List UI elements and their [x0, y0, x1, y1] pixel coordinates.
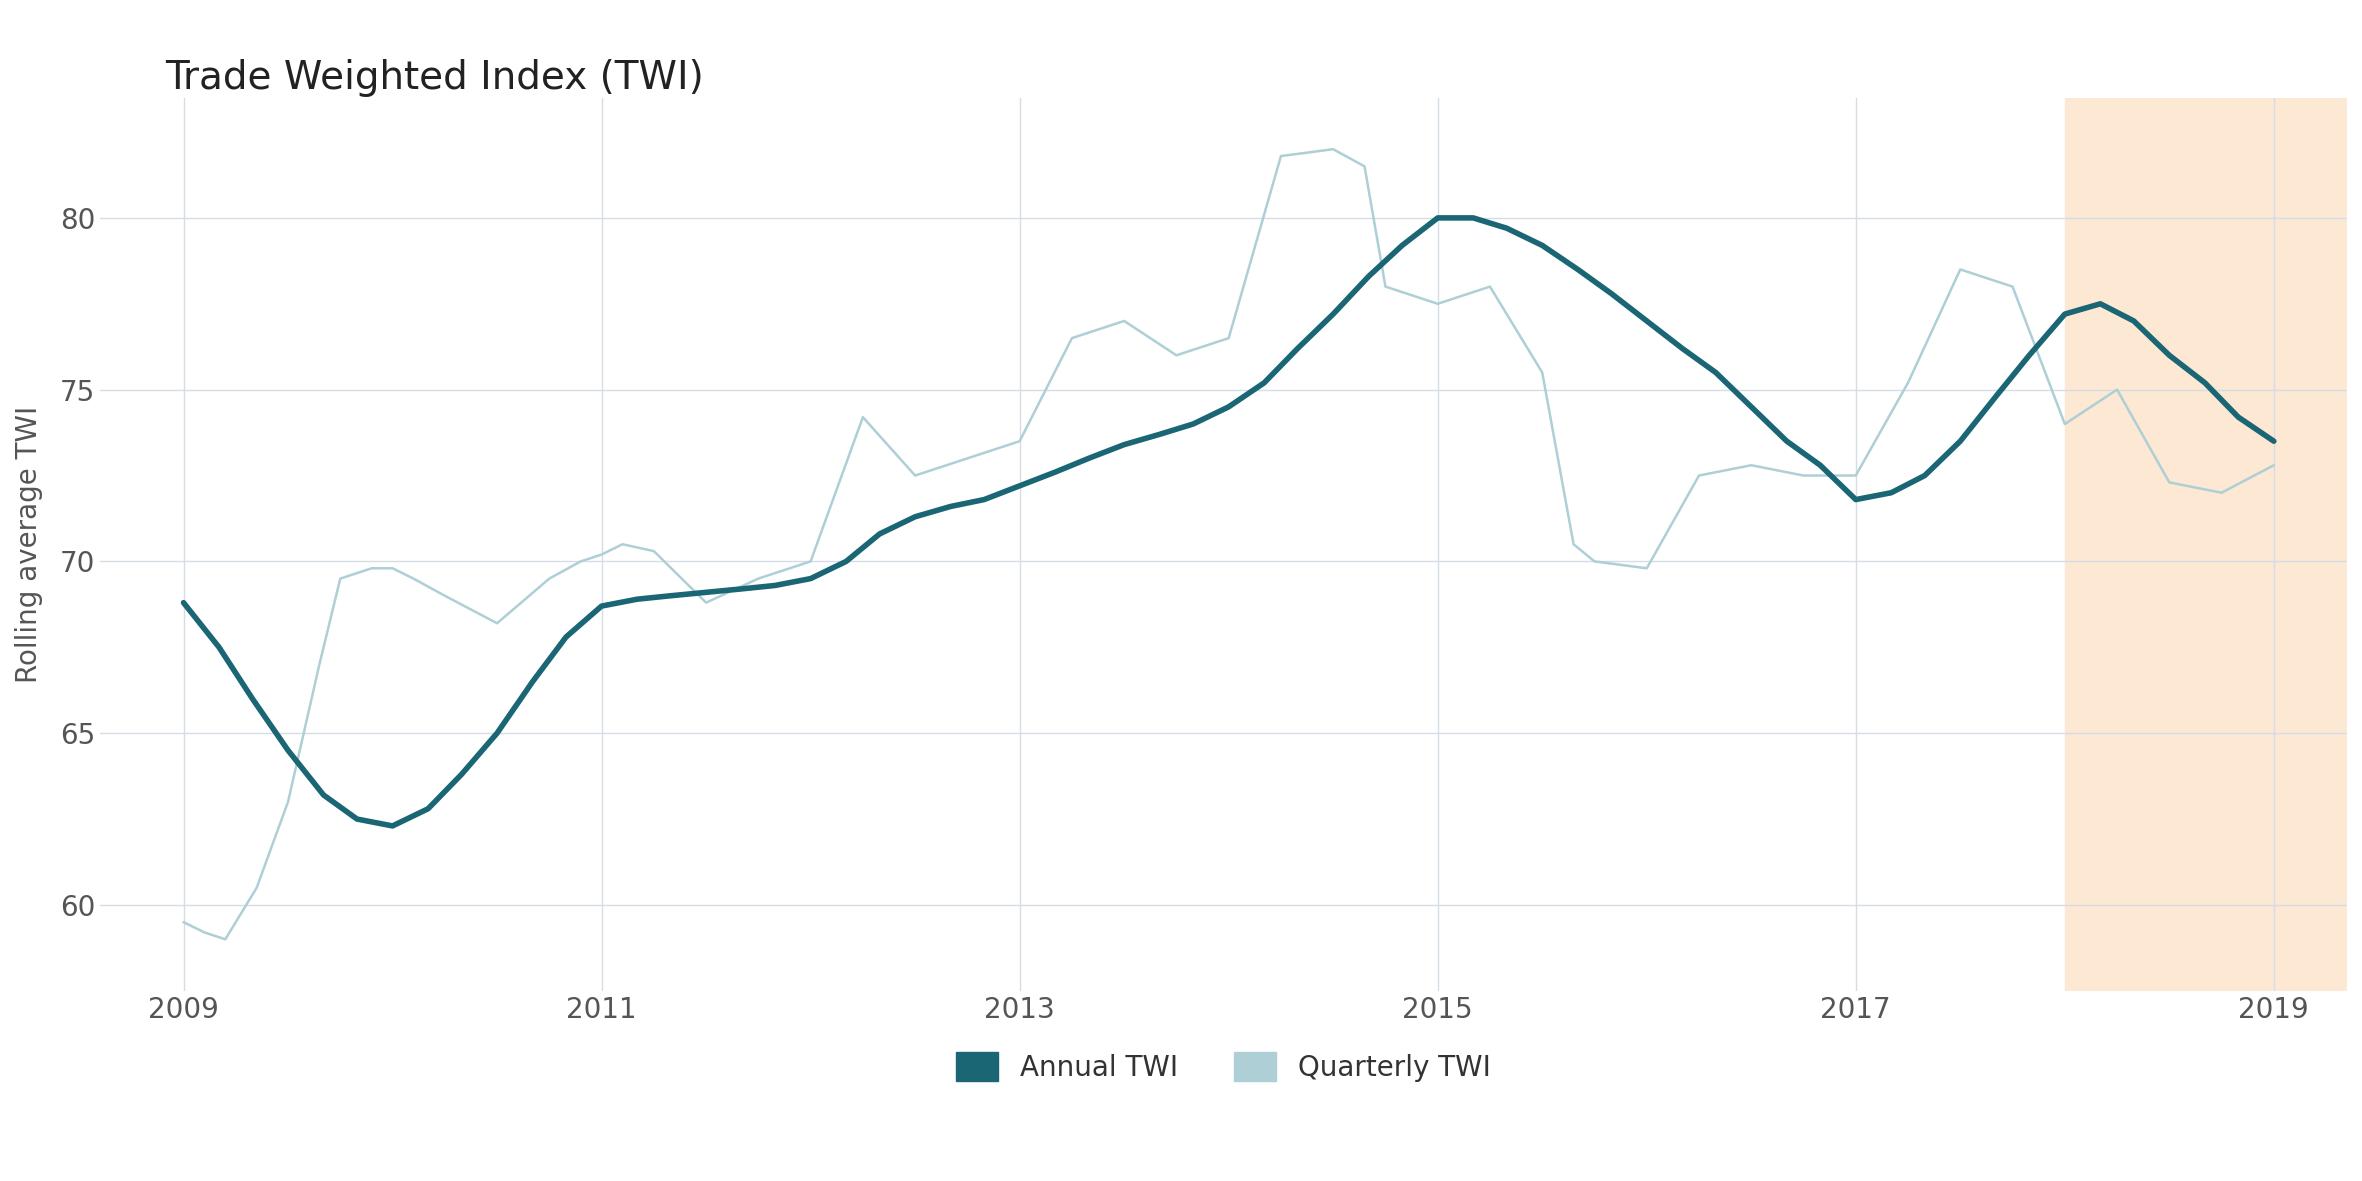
Bar: [2064, 98, 2348, 991]
Text: Trade Weighted Index (TWI): Trade Weighted Index (TWI): [165, 59, 704, 97]
Legend: Annual TWI, Quarterly TWI: Annual TWI, Quarterly TWI: [945, 1042, 1502, 1094]
Y-axis label: Rolling average TWI: Rolling average TWI: [14, 405, 43, 683]
